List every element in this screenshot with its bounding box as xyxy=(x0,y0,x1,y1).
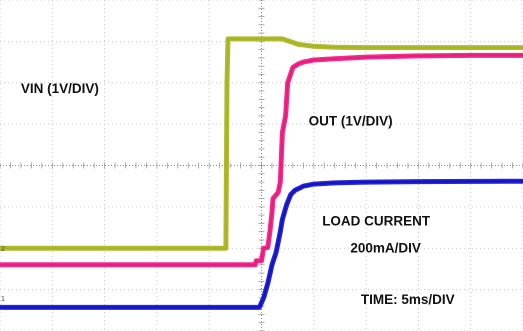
annotations: VIN (1V/DIV) OUT (1V/DIV) LOAD CURRENT 2… xyxy=(21,81,455,307)
vin-label: VIN (1V/DIV) xyxy=(21,81,99,96)
vin-trace-core xyxy=(0,37,523,250)
channel-markers: 2 1 xyxy=(1,246,5,303)
load-current-scale-label: 200mA/DIV xyxy=(350,240,421,255)
traces xyxy=(0,36,523,310)
channel-marker-2: 2 xyxy=(1,246,5,253)
time-scale-label: TIME: 5ms/DIV xyxy=(361,292,455,307)
load-current-label: LOAD CURRENT xyxy=(322,214,431,229)
load-current-trace-core xyxy=(0,180,523,309)
out-label: OUT (1V/DIV) xyxy=(309,113,393,128)
channel-marker-1: 1 xyxy=(1,296,5,303)
out-trace-core xyxy=(0,54,523,266)
